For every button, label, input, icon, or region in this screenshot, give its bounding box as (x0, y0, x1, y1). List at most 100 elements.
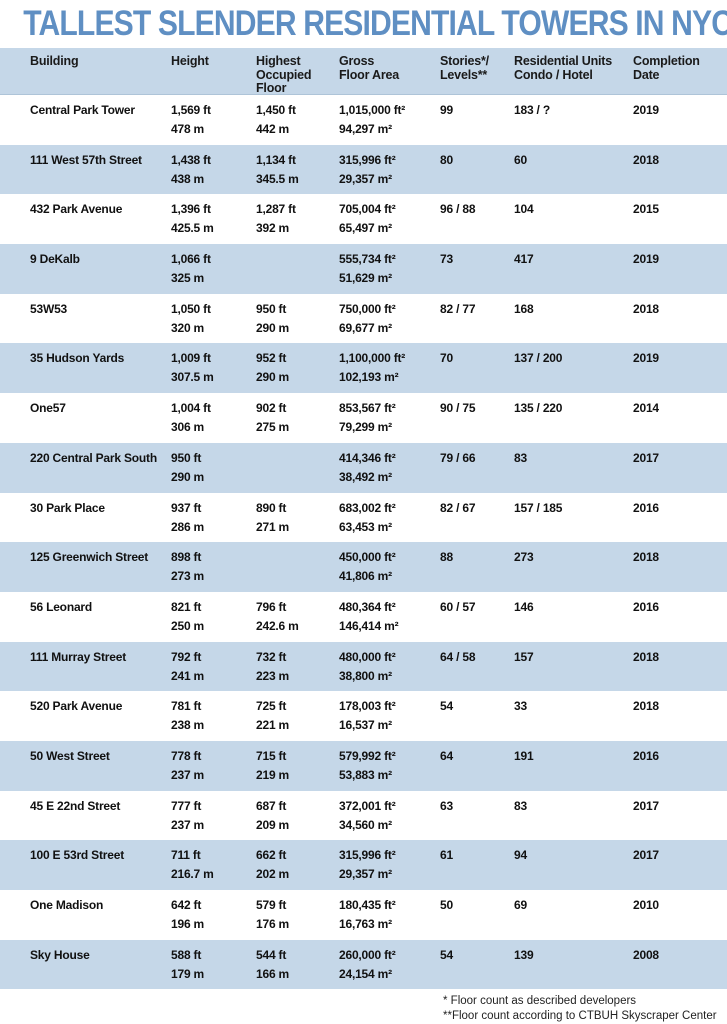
cell-height: 711 ft 216.7 m (171, 848, 214, 882)
cell-highest-occupied-floor: 796 ft 242.6 m (256, 599, 299, 633)
cell-completion-date: 2008 (633, 947, 659, 962)
cell-completion-date: 2017 (633, 450, 659, 465)
cell-highest-occupied-floor: 952 ft 290 m (256, 351, 290, 385)
cell-residential-units: 168 (514, 301, 534, 316)
cell-completion-date: 2018 (633, 699, 659, 714)
table-row: 35 Hudson Yards 1,009 ft 307.5 m 952 ft 29… (0, 343, 727, 394)
cell-residential-units: 83 (514, 450, 527, 465)
cell-highest-occupied-floor: 950 ft 290 m (256, 301, 290, 335)
cell-stories-levels: 70 (440, 351, 453, 366)
cell-building: 45 E 22nd Street (30, 798, 121, 813)
cell-gross-floor-area: 315,996 ft² 29,357 m² (339, 152, 396, 186)
cell-completion-date: 2019 (633, 351, 659, 366)
column-header-residential-units: Residential Units Condo / Hotel (514, 54, 613, 82)
cell-completion-date: 2019 (633, 252, 659, 267)
cell-height: 1,050 ft 320 m (171, 301, 211, 335)
cell-highest-occupied-floor: 1,287 ft 392 m (256, 202, 296, 236)
cell-highest-occupied-floor: 662 ft 202 m (256, 848, 290, 882)
cell-highest-occupied-floor: 732 ft 223 m (256, 649, 290, 683)
cell-gross-floor-area: 450,000 ft² 41,806 m² (339, 550, 396, 584)
cell-gross-floor-area: 180,435 ft² 16,763 m² (339, 898, 396, 931)
cell-gross-floor-area: 414,346 ft² 38,492 m² (339, 450, 396, 484)
cell-completion-date: 2014 (633, 401, 659, 416)
cell-highest-occupied-floor: 902 ft 275 m (256, 401, 290, 435)
cell-height: 1,066 ft 325 m (171, 252, 211, 286)
cell-building: 50 West Street (30, 748, 110, 763)
cell-gross-floor-area: 480,364 ft² 146,414 m² (339, 599, 399, 633)
cell-highest-occupied-floor: 725 ft 221 m (256, 699, 290, 733)
cell-gross-floor-area: 178,003 ft² 16,537 m² (339, 699, 396, 733)
table-row: 45 E 22nd Street 777 ft 237 m 687 ft 209 m… (0, 791, 727, 841)
cell-stories-levels: 79 / 66 (440, 450, 476, 465)
cell-residential-units: 60 (514, 152, 527, 167)
cell-building: One57 (30, 401, 66, 416)
cell-stories-levels: 64 / 58 (440, 649, 476, 664)
title-bar: TALLEST SLENDER RESIDENTIAL TOWERS IN NY… (0, 0, 727, 48)
column-header-building: Building (30, 54, 79, 68)
cell-building: Central Park Tower (30, 103, 135, 117)
cell-completion-date: 2015 (633, 202, 659, 217)
cell-highest-occupied-floor: 715 ft 219 m (256, 748, 290, 782)
cell-residential-units: 183 / ? (514, 103, 550, 117)
cell-height: 898 ft 273 m (171, 550, 205, 584)
cell-stories-levels: 80 (440, 152, 453, 167)
cell-building: Sky House (30, 947, 90, 962)
cell-stories-levels: 64 (440, 748, 453, 763)
table-row: One57 1,004 ft 306 m 902 ft 275 m 853,567 … (0, 393, 727, 443)
cell-completion-date: 2016 (633, 500, 659, 515)
table-header: Building Height Highest Occupied Floor G… (0, 48, 727, 95)
cell-gross-floor-area: 555,734 ft² 51,629 m² (339, 252, 396, 286)
cell-building: 125 Greenwich Street (30, 550, 149, 565)
cell-gross-floor-area: 480,000 ft² 38,800 m² (339, 649, 396, 683)
cell-height: 1,438 ft 438 m (171, 152, 211, 186)
cell-height: 792 ft 241 m (171, 649, 205, 683)
table-row: One Madison 642 ft 196 m 579 ft 176 m 180,… (0, 890, 727, 940)
cell-residential-units: 273 (514, 550, 534, 565)
table-row: 53W53 1,050 ft 320 m 950 ft 290 m 750,000 … (0, 294, 727, 344)
table-row: 50 West Street 778 ft 237 m 715 ft 219 m 5… (0, 740, 727, 791)
cell-building: 30 Park Place (30, 500, 105, 515)
cell-residential-units: 157 (514, 649, 534, 664)
cell-residential-units: 135 / 220 (514, 401, 563, 416)
cell-building: 220 Central Park South (30, 450, 157, 465)
footnote-floor-count-ctbuh: **Floor count according to CTBUH Skyscra… (443, 1010, 717, 1023)
cell-height: 821 ft 250 m (171, 599, 205, 633)
table-row: 30 Park Place 937 ft 286 m 890 ft 271 m 68… (0, 493, 727, 543)
cell-highest-occupied-floor: 1,134 ft 345.5 m (256, 152, 299, 186)
cell-building: 432 Park Avenue (30, 202, 123, 217)
cell-completion-date: 2010 (633, 898, 659, 912)
table-row: 56 Leonard 821 ft 250 m 796 ft 242.6 m 480… (0, 592, 727, 642)
cell-highest-occupied-floor (256, 542, 339, 592)
cell-residential-units: 146 (514, 599, 534, 614)
footnotes: * Floor count as described developers **… (443, 994, 727, 1024)
cell-stories-levels: 96 / 88 (440, 202, 476, 217)
cell-gross-floor-area: 853,567 ft² 79,299 m² (339, 401, 396, 435)
cell-completion-date: 2017 (633, 848, 659, 863)
cell-completion-date: 2016 (633, 748, 659, 763)
cell-highest-occupied-floor: 1,450 ft 442 m (256, 103, 296, 136)
table-row: 220 Central Park South 950 ft 290 m 414,3… (0, 442, 727, 493)
cell-completion-date: 2018 (633, 152, 659, 167)
table-row: 111 West 57th Street 1,438 ft 438 m 1,134… (0, 144, 727, 195)
cell-gross-floor-area: 705,004 ft² 65,497 m² (339, 202, 396, 236)
cell-residential-units: 104 (514, 202, 534, 217)
cell-building: One Madison (30, 898, 104, 912)
column-header-stories-levels: Stories*/ Levels** (440, 54, 489, 82)
column-header-height: Height (171, 54, 209, 68)
cell-height: 937 ft 286 m (171, 500, 205, 534)
table-row: Sky House 588 ft 179 m 544 ft 166 m 260,00… (0, 939, 727, 990)
cell-height: 778 ft 237 m (171, 748, 205, 782)
column-header-highest-occupied-floor: Highest Occupied Floor (256, 54, 312, 95)
cell-stories-levels: 54 (440, 947, 453, 962)
cell-residential-units: 139 (514, 947, 534, 962)
cell-stories-levels: 82 / 67 (440, 500, 476, 515)
cell-building: 9 DeKalb (30, 252, 80, 267)
cell-stories-levels: 82 / 77 (440, 301, 476, 316)
cell-residential-units: 417 (514, 252, 534, 267)
cell-stories-levels: 50 (440, 898, 453, 912)
cell-completion-date: 2017 (633, 798, 659, 813)
cell-residential-units: 191 (514, 748, 534, 763)
table-row: 432 Park Avenue 1,396 ft 425.5 m 1,287 ft… (0, 194, 727, 244)
table-row: 100 E 53rd Street 711 ft 216.7 m 662 ft 20… (0, 840, 727, 890)
